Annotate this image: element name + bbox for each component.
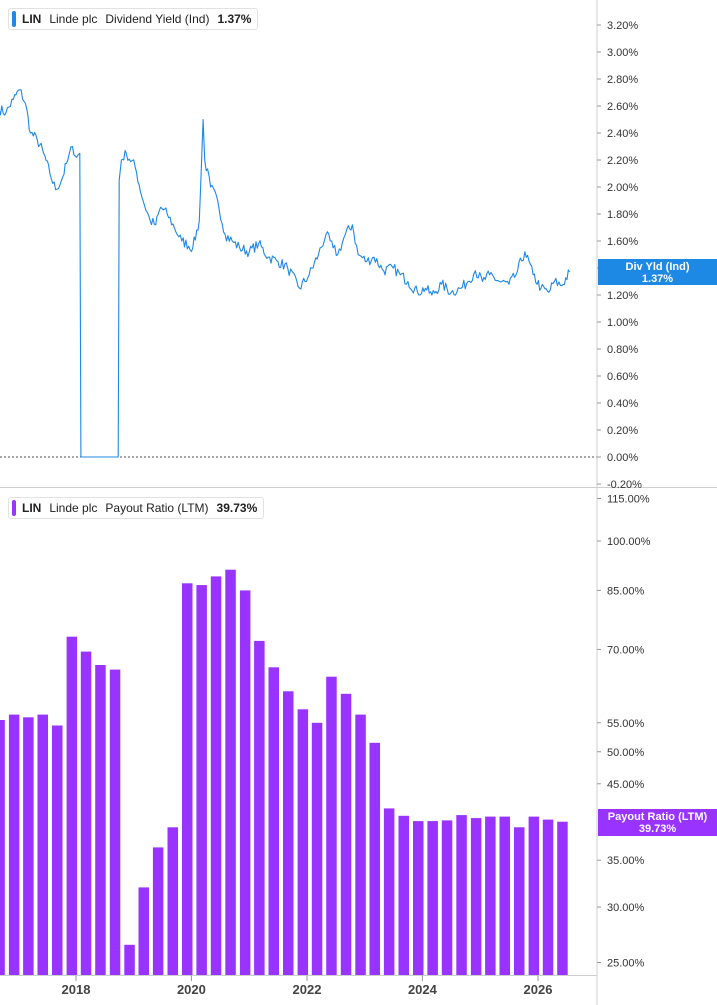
series-color-swatch	[12, 11, 16, 27]
payout-bar	[138, 887, 149, 975]
x-tick-label: 2018	[62, 982, 91, 997]
payout-bar	[326, 676, 337, 975]
payout-bar	[355, 714, 366, 975]
legend-value: 1.37%	[217, 12, 252, 26]
payout-bar	[311, 722, 323, 975]
payout-bar	[182, 583, 193, 975]
y-tick-label: 1.80%	[607, 209, 638, 221]
payout-bar	[152, 847, 164, 975]
y-tick-label: 0.40%	[607, 398, 638, 410]
payout-bar	[66, 636, 78, 975]
payout-bar	[167, 827, 178, 975]
badge-value: 1.37%	[641, 273, 674, 285]
y-tick-label: 2.40%	[607, 128, 638, 140]
badge-label: Payout Ratio (LTM)	[607, 811, 708, 823]
y-tick-label: 2.20%	[607, 155, 638, 167]
payout-bar	[528, 816, 540, 975]
y-tick-label: 1.60%	[607, 236, 638, 248]
y-tick-label: 0.60%	[607, 371, 638, 383]
x-tick-label: 2020	[177, 982, 206, 997]
series-color-swatch	[12, 500, 16, 516]
y-tick-label: 25.00%	[607, 958, 645, 970]
payout-bar	[456, 815, 467, 975]
x-tick-label: 2024	[408, 982, 438, 997]
payout-bar	[124, 944, 135, 975]
payout-bar	[80, 651, 92, 975]
y-tick-label: 0.80%	[607, 344, 638, 356]
y-tick-label: 85.00%	[607, 585, 645, 597]
payout-bar	[470, 818, 482, 975]
payout-bar	[254, 640, 265, 975]
y-tick-label: 0.20%	[607, 425, 638, 437]
payout-bar	[109, 669, 121, 975]
legend-metric: Dividend Yield (Ind)	[105, 12, 210, 26]
y-tick-label: 2.60%	[607, 101, 638, 113]
current-value-badge: Div Yld (Ind) 1.37%	[598, 259, 717, 285]
legend-value: 39.73%	[216, 501, 258, 515]
payout-bar	[427, 821, 438, 975]
payout-ratio-legend[interactable]: LIN Linde plc Payout Ratio (LTM) 39.73%	[8, 497, 265, 519]
payout-bar	[225, 569, 236, 975]
y-tick-label: 55.00%	[607, 718, 645, 730]
y-tick-label: 2.00%	[607, 182, 638, 194]
payout-bar	[297, 709, 309, 975]
y-tick-label: 70.00%	[607, 644, 645, 656]
y-tick-label: 115.00%	[607, 494, 650, 506]
y-tick-label: 30.00%	[607, 902, 645, 914]
payout-bar	[514, 827, 525, 975]
y-tick-label: 45.00%	[607, 779, 645, 791]
payout-bar	[268, 667, 279, 975]
payout-bar	[23, 717, 34, 975]
dividend-yield-series-line	[0, 89, 571, 458]
payout-bar	[441, 820, 453, 975]
legend-company: Linde plc	[49, 12, 98, 26]
legend-metric: Payout Ratio (LTM)	[105, 501, 209, 515]
payout-bar	[196, 585, 207, 975]
badge-label: Div Yld (Ind)	[625, 261, 690, 273]
y-tick-label: 0.00%	[607, 452, 638, 464]
payout-bar	[37, 714, 48, 975]
payout-bar	[283, 691, 294, 975]
payout-bar	[8, 714, 20, 975]
payout-bar	[485, 816, 496, 975]
payout-bar	[369, 742, 380, 975]
y-tick-label: 3.20%	[607, 20, 638, 32]
dividend-yield-panel	[0, 89, 597, 458]
payout-bar	[413, 821, 424, 975]
y-tick-label: -0.20%	[607, 479, 642, 491]
y-tick-label: 3.00%	[607, 47, 638, 59]
payout-bar	[0, 720, 5, 975]
payout-bar	[52, 725, 63, 975]
y-tick-label: 1.20%	[607, 290, 638, 302]
y-tick-label: 50.00%	[607, 747, 645, 759]
payout-bar	[398, 815, 409, 975]
legend-ticker: LIN	[22, 501, 42, 515]
payout-bar	[95, 665, 106, 975]
payout-bar	[542, 819, 554, 975]
y-tick-label: 100.00%	[607, 536, 651, 548]
current-value-badge: Payout Ratio (LTM) 39.73%	[598, 809, 717, 836]
y-tick-label: 1.00%	[607, 317, 638, 329]
dividend-yield-legend[interactable]: LIN Linde plc Dividend Yield (Ind) 1.37%	[8, 8, 259, 30]
legend-ticker: LIN	[22, 12, 42, 26]
x-tick-label: 2026	[524, 982, 553, 997]
payout-bar	[340, 693, 352, 975]
x-tick-label: 2022	[293, 982, 322, 997]
badge-value: 39.73%	[638, 823, 677, 835]
y-tick-label: 35.00%	[607, 855, 645, 867]
legend-company: Linde plc	[49, 501, 98, 515]
payout-bar	[383, 808, 395, 975]
payout-bar	[557, 821, 568, 975]
y-tick-label: 2.80%	[607, 74, 638, 86]
payout-bar	[239, 590, 251, 975]
payout-ratio-panel	[0, 569, 568, 975]
payout-bar	[210, 576, 222, 975]
payout-bar	[499, 816, 510, 975]
